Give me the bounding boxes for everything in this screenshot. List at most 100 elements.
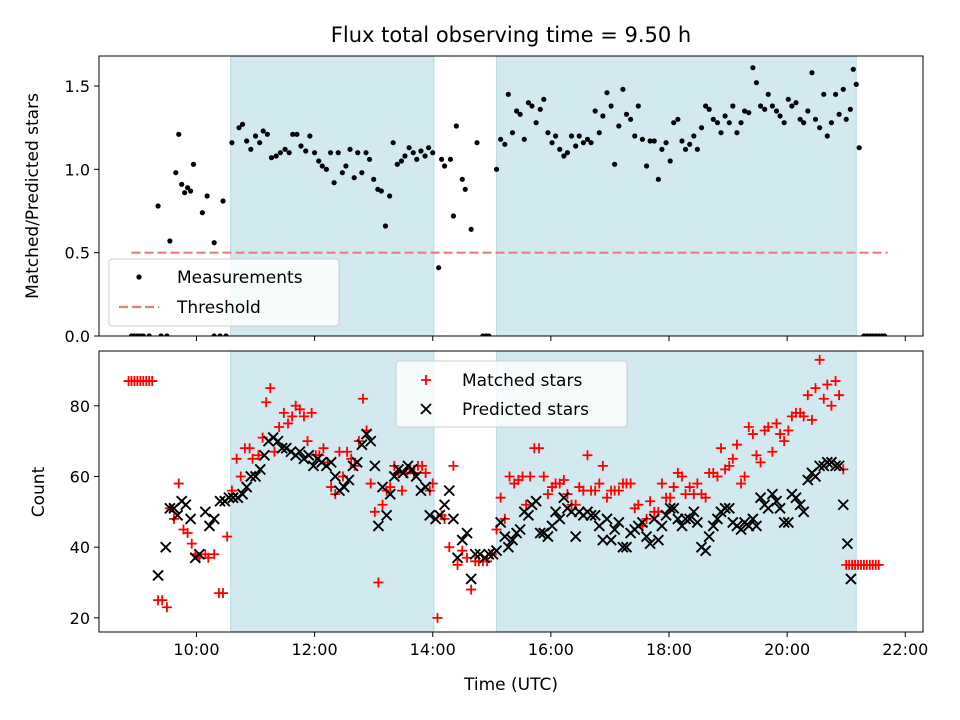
predicted-star-point <box>782 516 794 529</box>
measurement-point <box>382 223 389 229</box>
matched-star-point <box>444 542 455 553</box>
measurement-point <box>635 103 641 109</box>
measurement-point <box>832 91 839 97</box>
measurement-point <box>182 190 188 196</box>
measurement-point <box>588 140 594 146</box>
predicted-star-point <box>276 442 288 454</box>
chart-title: Flux total observing time = 9.50 h <box>331 23 691 47</box>
predicted-star-point <box>605 534 617 546</box>
matched-star-point <box>235 471 246 482</box>
matched-star-point <box>818 393 829 404</box>
measurement-point <box>734 130 740 136</box>
matched-star-point <box>810 383 821 394</box>
matched-star-point <box>700 492 711 503</box>
measurement-point <box>450 213 457 219</box>
matched-star-point <box>302 436 313 447</box>
measurement-point <box>273 153 279 159</box>
predicted-star-point <box>699 545 712 557</box>
measurement-point <box>647 138 653 144</box>
measurement-point <box>655 176 661 182</box>
measurement-point <box>211 240 217 246</box>
predicted-star-point <box>365 435 377 447</box>
measurement-point <box>785 96 791 102</box>
measurement-point <box>812 116 819 122</box>
predicted-star-point <box>469 548 481 560</box>
matched-star-point <box>521 499 532 510</box>
matched-star-point <box>783 425 794 436</box>
matched-star-point <box>668 482 679 493</box>
measurement-point <box>167 238 173 244</box>
predicted-star-point <box>766 488 779 500</box>
matched-star-point <box>771 418 782 429</box>
matched-star-point <box>504 471 515 482</box>
predicted-star-point <box>499 530 511 543</box>
predicted-star-point <box>360 428 373 440</box>
measurement-point <box>533 120 539 126</box>
matched-star-point <box>495 492 506 503</box>
measurement-point <box>843 116 849 122</box>
measurement-point <box>204 193 210 199</box>
matched-star-point <box>209 549 220 560</box>
measurement-point <box>303 148 309 154</box>
axes-frame <box>98 55 924 337</box>
predicted-star-point <box>203 520 216 532</box>
matched-star-point <box>645 496 656 507</box>
predicted-star-point <box>549 506 562 518</box>
predicted-star-point <box>636 516 649 529</box>
matched-star-point <box>834 390 845 401</box>
matched-star-point <box>365 478 376 489</box>
measurement-point <box>264 131 270 137</box>
measurement-point <box>217 333 223 336</box>
predicted-star-point <box>236 488 249 500</box>
matched-star-point <box>582 450 593 461</box>
measurement-point <box>726 120 732 126</box>
predicted-star-point <box>227 492 239 504</box>
matched-star-point <box>377 499 388 510</box>
predicted-star-point <box>506 534 519 546</box>
measurement-point <box>789 103 795 109</box>
legend-predicted-label: Predicted stars <box>462 400 589 420</box>
measurement-point <box>363 150 369 156</box>
matched-star-point <box>873 559 884 570</box>
x-tick-label: 22:00 <box>882 640 928 659</box>
matched-star-point <box>294 404 305 415</box>
measurement-point <box>738 120 744 126</box>
measurement-point <box>140 333 146 336</box>
measurement-point <box>199 210 205 216</box>
measurement-point <box>651 138 657 144</box>
measurement-point <box>244 138 250 144</box>
measurement-point <box>714 120 721 126</box>
measurement-point <box>277 150 283 156</box>
measurement-point <box>229 140 235 146</box>
legend-box <box>108 258 340 327</box>
matched-star-point <box>755 457 766 468</box>
predicted-star-point <box>307 460 320 472</box>
predicted-star-point <box>845 573 857 585</box>
measurement-point <box>239 121 246 127</box>
predicted-star-point <box>542 530 554 543</box>
measurement-point <box>698 125 705 131</box>
predicted-star-point <box>664 502 676 514</box>
predicted-star-point <box>837 499 849 511</box>
measurement-point <box>600 113 606 119</box>
measurement-point <box>185 185 191 191</box>
predicted-star-point <box>597 534 609 546</box>
predicted-star-point <box>223 492 235 504</box>
measurement-point <box>529 103 535 109</box>
measurement-point <box>694 146 700 152</box>
measurement-point <box>643 163 650 169</box>
measurement-point <box>850 66 856 72</box>
measurement-point <box>616 123 622 129</box>
measurement-point <box>856 145 862 151</box>
measurement-point <box>753 80 760 86</box>
measurement-point <box>173 170 179 176</box>
measurement-point <box>394 161 400 167</box>
predicted-star-point <box>424 509 436 522</box>
matched-star-point <box>283 418 294 429</box>
predicted-star-point <box>483 548 495 560</box>
measurement-point <box>486 333 492 336</box>
matched-star-point <box>715 443 726 454</box>
matched-star-point <box>358 393 369 404</box>
measurement-point <box>769 103 775 109</box>
predicted-star-point <box>351 456 363 469</box>
